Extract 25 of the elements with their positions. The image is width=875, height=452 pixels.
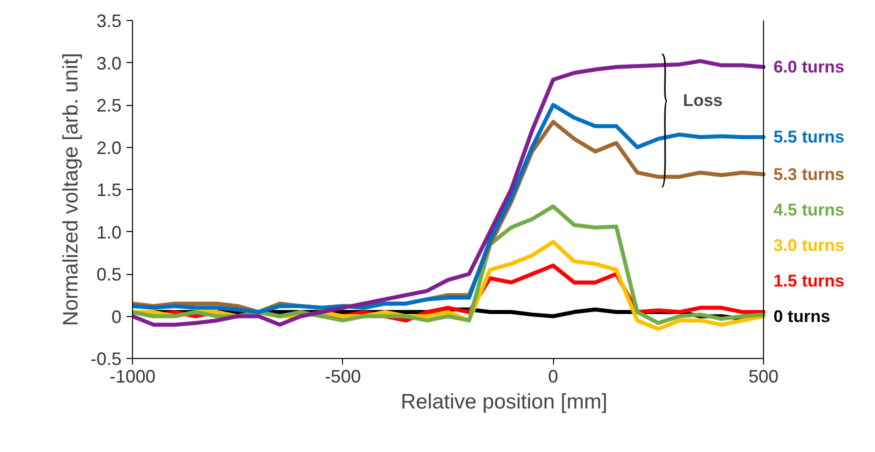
series-label: 5.5 turns — [774, 128, 844, 147]
line-series — [132, 204, 766, 326]
series-label: 5.3 turns — [774, 164, 844, 184]
y-tick-label: 1.0 — [96, 222, 122, 242]
series-label: 1.5 turns — [774, 271, 844, 290]
text: 4.5 turns — [774, 200, 844, 220]
series-label: 0 turns — [774, 306, 830, 326]
y-tick-label: 0.5 — [96, 264, 122, 284]
y-axis-title: Normalized voltage [arb. unit] — [59, 52, 82, 326]
text: 3.0 turns — [774, 236, 844, 255]
x-tick-label: 0 — [548, 366, 558, 386]
y-tick-label: 3.0 — [96, 53, 122, 74]
y-tick-label: 1.5 — [96, 180, 122, 200]
series-label: 6.0 turns — [774, 57, 844, 76]
y-tick-label: -0.5 — [90, 349, 122, 369]
line-series — [132, 59, 766, 327]
x-tick-label: -1000 — [109, 366, 156, 386]
y-tick-label: 3.5 — [96, 11, 122, 31]
y-tick-label: 0 — [111, 306, 122, 327]
y-tick-label: 2.0 — [96, 138, 122, 158]
y-tick-label: 2.5 — [96, 96, 122, 116]
x-tick-label: -500 — [324, 366, 361, 386]
x-tick-label: 500 — [748, 366, 779, 386]
x-axis-title: Relative position [mm] — [400, 390, 608, 414]
annotation: Loss — [682, 91, 723, 110]
